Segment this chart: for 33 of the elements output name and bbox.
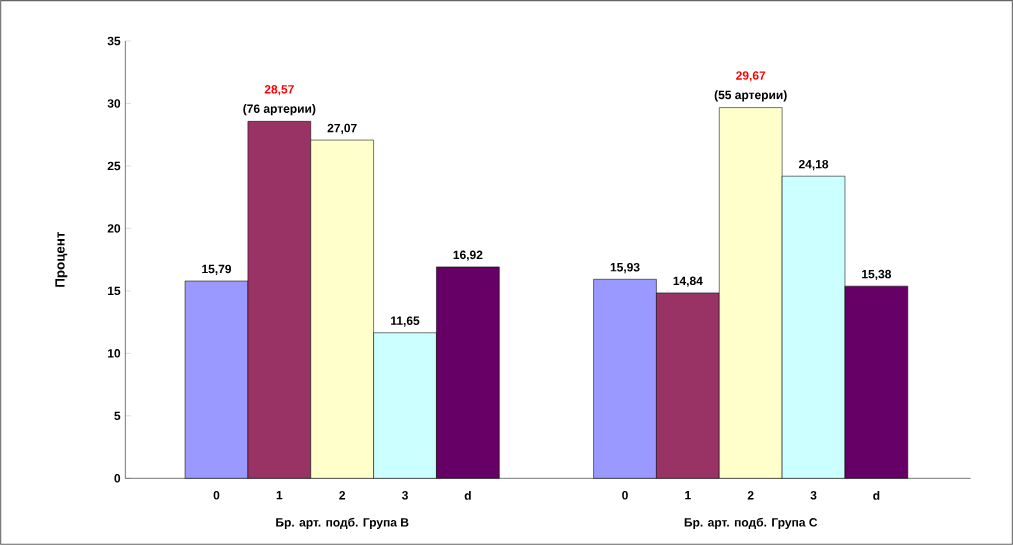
annotation: (55 артерии) (714, 90, 787, 102)
x-tick-label: d (464, 491, 471, 500)
data-label: 15,79 (202, 264, 232, 275)
x-tick-label: 2 (747, 491, 754, 500)
annotation: (76 артерии) (243, 104, 316, 116)
x-tick-label: 0 (622, 491, 628, 500)
data-label: 11,65 (391, 316, 420, 327)
text: Бр. арт. подб. Група C (684, 517, 818, 529)
x-tick-label: 3 (401, 491, 408, 500)
y-tick-label: 0 (114, 474, 121, 483)
x-tick-label: 2 (339, 491, 346, 500)
y-tick-label: 10 (108, 349, 121, 358)
x-tick-label: d (873, 491, 880, 500)
data-label: 24,18 (798, 159, 829, 171)
text: Бр. арт. подб. Група B (276, 517, 409, 529)
y-tick-label: 20 (107, 224, 121, 233)
data-label: 14,84 (673, 276, 703, 287)
data-label: 15,93 (610, 262, 640, 274)
data-label: 28,57 (264, 85, 294, 96)
y-tick-label: 5 (114, 411, 121, 421)
data-label: 16,92 (453, 250, 483, 261)
data-label: 27,07 (327, 123, 357, 135)
y-tick-label: 25 (107, 161, 121, 171)
x-tick-label: 0 (213, 491, 220, 500)
data-label: 15,38 (862, 269, 892, 281)
x-tick-label: 1 (276, 491, 283, 500)
y-tick-label: 15 (108, 286, 121, 296)
data-label: 29,67 (736, 71, 766, 82)
y-tick-label: 35 (107, 36, 121, 46)
y-axis-title: Процент (55, 231, 68, 287)
y-tick-label: 30 (107, 99, 121, 108)
x-tick-label: 3 (810, 491, 817, 500)
x-tick-label: 1 (685, 491, 691, 500)
